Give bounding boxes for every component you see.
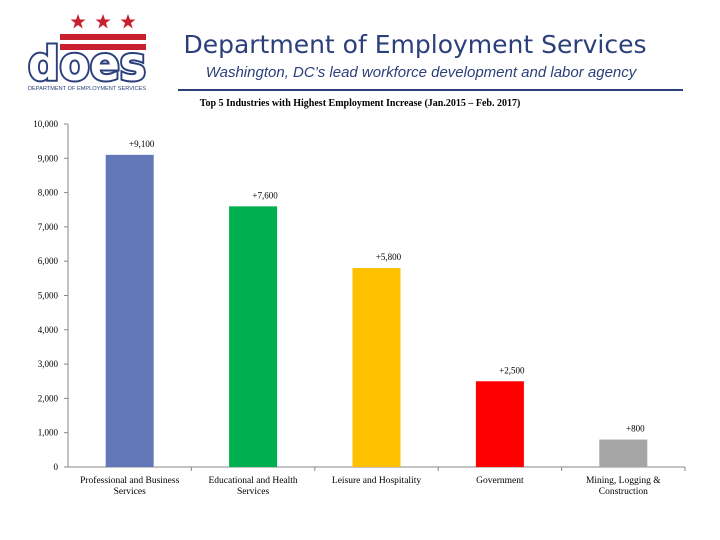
bar [599,439,648,467]
x-category-label: Mining, Logging & [586,476,661,486]
bar [352,268,401,467]
y-tick-label: 0 [54,462,59,472]
logo-caption: DEPARTMENT OF EMPLOYMENT SERVICES [28,86,147,92]
y-tick-label: 2,000 [38,393,59,403]
x-category-label: Leisure and Hospitality [332,476,421,486]
star-icon [70,14,86,29]
bar [229,206,278,467]
logo-red-bar [60,34,146,40]
y-tick-label: 5,000 [38,291,59,301]
logo-red-bar [60,44,146,50]
x-category-label: Services [114,487,146,497]
y-tick-label: 9,000 [38,153,59,163]
header-divider [178,89,683,91]
x-category-label: Services [237,487,269,497]
x-category-label: Professional and Business [80,475,180,486]
star-icons [70,14,136,29]
x-category-label: Educational and Health [209,476,298,486]
does-logo: does DEPARTMENT OF EMPLOYMENT SERVICES [26,14,148,93]
y-tick-label: 8,000 [38,188,59,198]
bar-chart: 0 1,000 2,000 3,000 4,000 5,000 6,000 7,000 8,00… [33,119,686,497]
page-title: Department of Employment Services [183,30,647,59]
data-label: +9,100 [129,139,155,149]
data-label: +5,800 [376,252,402,262]
y-tick-label: 10,000 [33,119,58,129]
y-tick-label: 7,000 [38,222,59,232]
y-tick-label: 6,000 [38,256,59,266]
data-label: +7,600 [252,190,278,200]
chart-title: Top 5 Industries with Highest Employment… [199,98,521,109]
y-tick-label: 1,000 [38,428,59,438]
y-tick-label: 4,000 [38,325,59,335]
x-category-label: Government [476,476,524,486]
data-label: +800 [626,424,645,434]
y-tick-label: 3,000 [38,359,59,369]
x-category-label: Construction [599,487,648,497]
bar [105,154,154,467]
page-subtitle: Washington, DC’s lead workforce developm… [205,64,637,81]
star-icon [95,14,111,29]
data-label: +2,500 [499,365,525,375]
star-icon [120,14,136,29]
logo-wordmark: does [28,37,146,91]
bar [475,381,524,467]
